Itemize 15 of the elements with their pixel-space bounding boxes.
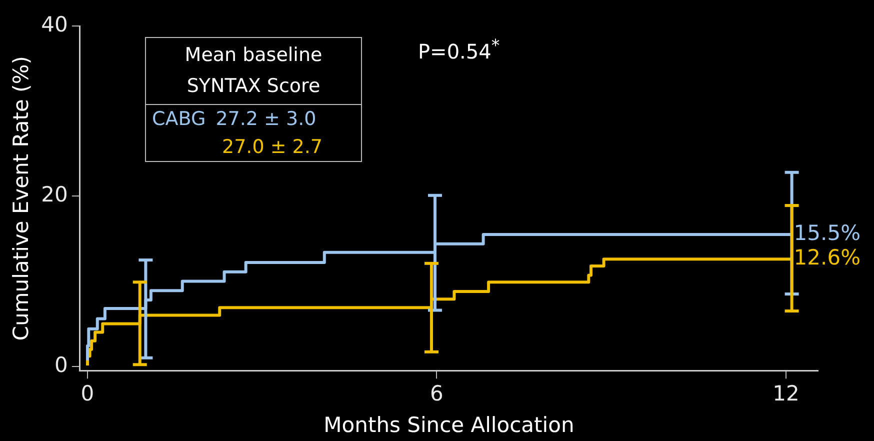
x-tick-label: 6 <box>430 382 444 406</box>
y-tick-label: 0 <box>54 352 68 377</box>
annotation: CABG <box>152 107 206 132</box>
y-tick-label: 20 <box>41 182 68 207</box>
annotation: 27.2 ± 3.0 <box>216 107 316 132</box>
data-label: 12.6% <box>794 246 861 270</box>
annotation: P=0.54$^{*}$ <box>418 36 500 64</box>
data-label: 15.5% <box>794 220 861 245</box>
x-tick-label: 0 <box>80 382 94 406</box>
x-axis-title: Months Since Allocation <box>324 412 574 437</box>
x-tick-label: 12 <box>772 382 800 406</box>
y-tick-label: 40 <box>41 12 68 36</box>
annotation: 27.0 ± 2.7 <box>222 135 323 160</box>
y-axis-title: Cumulative Event Rate (%) <box>9 56 34 341</box>
annotation: Mean baseline SYNTAX Score <box>146 38 361 105</box>
